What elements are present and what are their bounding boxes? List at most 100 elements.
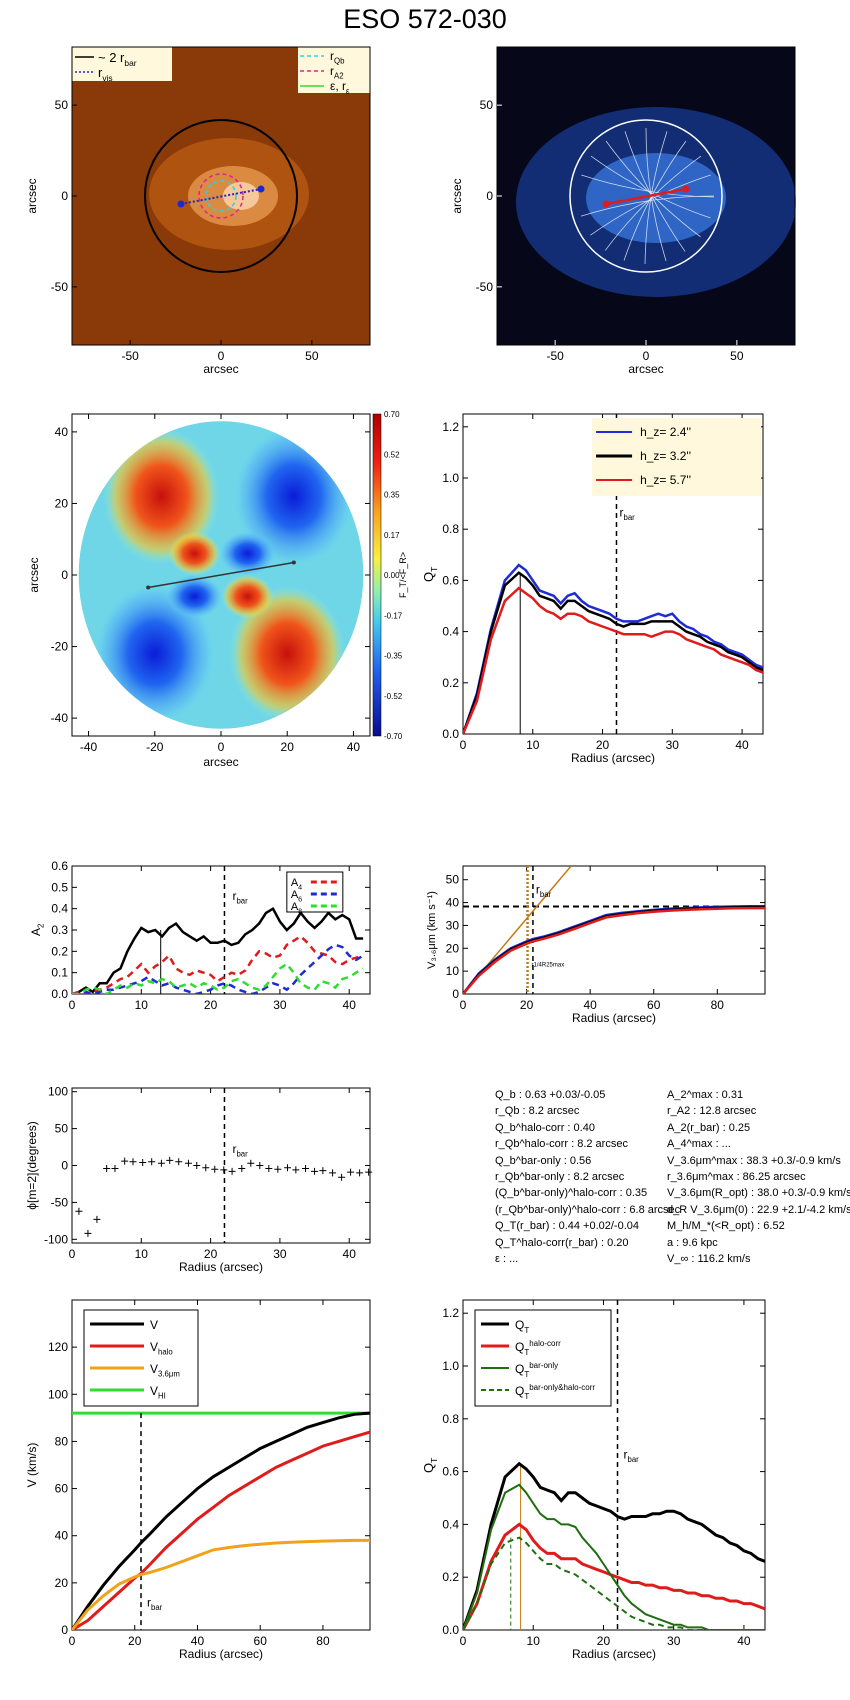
y-tick-label: 60: [55, 1482, 69, 1496]
parameter-key: r_3.6μm^max: [667, 1171, 734, 1184]
force-lobe: [221, 574, 274, 619]
rmax-label: r1/4R25max: [532, 963, 565, 969]
x-tick-label: 20: [520, 998, 534, 1012]
legend-label: V: [150, 1318, 158, 1332]
x-axis-label: Radius (arcsec): [572, 1647, 656, 1661]
phase-point: [265, 1164, 273, 1172]
x-axis-label: Radius (arcsec): [179, 1260, 263, 1274]
x-tick-label: -50: [121, 349, 139, 363]
legend-label-sup: bar-only: [529, 1361, 558, 1370]
parameter-key: d_R V_3.6μm(0): [667, 1203, 748, 1216]
x-tick-label: 50: [730, 349, 744, 363]
y-tick-label: 1.0: [442, 471, 459, 485]
parameter-value: : 0.25: [719, 1121, 751, 1134]
legend-label: A6: [291, 889, 302, 903]
legend-label-base: Q: [515, 1384, 524, 1398]
rbar-label-sub: bar: [540, 890, 552, 899]
parameter-value: : 0.40: [564, 1121, 595, 1134]
phase-point: [302, 1164, 310, 1172]
legend-label-base: ε, r: [330, 79, 346, 93]
rbar-label-sub: bar: [628, 1455, 640, 1464]
axes-frame: [462, 413, 764, 735]
parameter-key: (Q_b^bar-only)^halo-corr: [495, 1187, 617, 1200]
x-tick-label: 40: [343, 1247, 357, 1261]
parameter-row: a : 9.6 kpc: [667, 1235, 850, 1251]
x-tick-label: 30: [667, 1634, 681, 1648]
axes-frame: [462, 1299, 766, 1631]
parameter-key: (r_Qb^bar-only)^halo-corr: [495, 1203, 621, 1216]
legend-label-base: Q: [515, 1362, 524, 1376]
bar-end-marker: [257, 185, 265, 193]
parameter-value: : 38.0 +0.3/-0.9 km/s: [747, 1187, 850, 1200]
phase-point: [311, 1167, 319, 1175]
legend-label: QTbar-only&halo-corr: [515, 1383, 595, 1401]
y-axis-label: ϕ[m=2](degrees): [25, 1121, 39, 1209]
y-axis-label: QT: [421, 1458, 439, 1473]
parameter-value: : ...: [712, 1138, 731, 1151]
y-tick-label: 0.2: [442, 676, 459, 690]
parameter-key: A_2^max: [667, 1089, 713, 1101]
legend-label-sub: 6: [298, 895, 302, 903]
x-tick-label: -20: [146, 740, 164, 754]
contour-line: [581, 174, 714, 198]
parameter-row: (Q_b^bar-only)^halo-corr : 0.35: [495, 1185, 680, 1201]
x-tick-label: 0: [69, 1247, 76, 1261]
y-tick-label: 0: [61, 1623, 68, 1637]
y-tick-label: 50: [55, 98, 69, 112]
phase-point: [274, 1165, 282, 1173]
x-tick-label: 0: [218, 349, 225, 363]
velocity-series-line: [72, 1411, 370, 1630]
legend-label-base: r: [330, 49, 334, 63]
parameter-key: r_Qb^bar-only: [495, 1171, 565, 1184]
x-tick-label: 0: [460, 1634, 467, 1648]
parameter-value: : 22.9 +2.1/-4.2 km/s/kpc: [750, 1203, 850, 1216]
x-tick-label: 40: [191, 1634, 205, 1648]
parameter-table-left: Q_b : 0.63 +0.03/-0.05 r_Qb : 8.2 arcsec Q…: [495, 1087, 680, 1267]
legend-label: V3.6μm: [150, 1362, 180, 1379]
rbar-label-base: r: [232, 889, 236, 903]
legend-label-base: V: [150, 1318, 158, 1332]
legend-label-sub: 8: [298, 907, 302, 915]
y-tick-label: 0.1: [51, 966, 68, 980]
x-tick-label: 0: [69, 1634, 76, 1648]
x-tick-label: 10: [135, 998, 149, 1012]
legend-label: A8: [291, 901, 302, 915]
phase-point: [292, 1166, 300, 1174]
x-tick-label: 30: [273, 998, 287, 1012]
force-lobe: [219, 531, 276, 576]
y-tick-label: 100: [48, 1085, 68, 1099]
legend-label: Vhalo: [150, 1340, 173, 1357]
colorbar-tick-label: -0.70: [384, 732, 403, 741]
phase-point: [202, 1164, 210, 1172]
legend-label-sub: T: [524, 1348, 529, 1357]
parameter-value: : 8.2 arcsec: [564, 1171, 625, 1184]
legend-label: rQb: [330, 49, 345, 66]
x-tick-label: -40: [80, 740, 98, 754]
legend-label: QTbar-only: [515, 1361, 558, 1379]
x-tick-label: 0: [643, 349, 650, 363]
legend-label-base: Q: [515, 1318, 524, 1332]
y-tick-label: 0.2: [442, 1570, 459, 1584]
y-tick-label: 0.0: [51, 987, 68, 1001]
y-axis-label: QT: [421, 567, 439, 582]
y-tick-label: 0.4: [51, 902, 68, 916]
legend-label-base: Q: [515, 1340, 524, 1354]
legend-label-base: V: [150, 1384, 158, 1398]
bar-line: [605, 187, 687, 206]
legend-label-base: A: [291, 901, 299, 913]
bar-end-marker: [602, 200, 610, 208]
y-tick-label: 80: [55, 1434, 69, 1448]
bar-circle: [144, 119, 298, 273]
legend-label: A4: [291, 877, 302, 891]
parameter-row: A_2^max : 0.31: [667, 1087, 850, 1103]
phase-point: [365, 1168, 373, 1176]
parameter-key: r_A2: [667, 1105, 691, 1118]
legend-label: ~ 2 rbar: [98, 50, 137, 68]
legend-label-sub: ε: [346, 87, 350, 96]
parameter-row: Q_b^bar-only : 0.56: [495, 1153, 680, 1169]
velocity-series-line: [72, 1430, 370, 1630]
y-tick-label: 1.2: [442, 1306, 459, 1320]
phase-point: [329, 1169, 337, 1177]
phase-point: [256, 1162, 264, 1169]
qt-series-line: [463, 586, 763, 734]
